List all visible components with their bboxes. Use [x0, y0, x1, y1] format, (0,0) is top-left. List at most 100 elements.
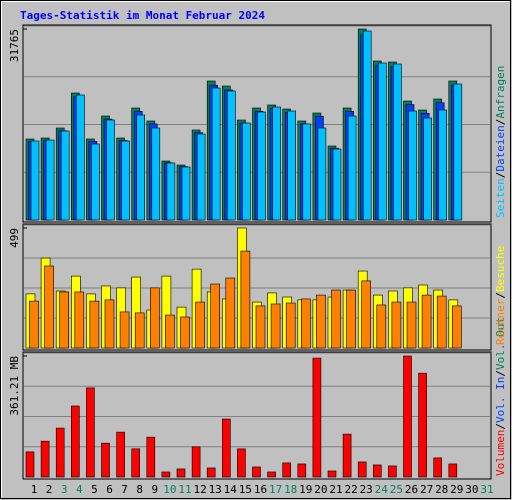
legend-entry: Dateien	[494, 125, 507, 171]
bar	[347, 115, 357, 221]
bar	[270, 303, 281, 349]
x-tick-label: 30	[465, 483, 478, 496]
bar	[116, 431, 125, 478]
bar	[302, 123, 312, 221]
legend-entry: Vol. Out	[494, 317, 507, 370]
y-tick-label: 31765	[8, 29, 21, 62]
bar	[300, 298, 311, 349]
bar	[418, 372, 427, 478]
x-tick-label: 11	[178, 483, 191, 496]
bar	[134, 312, 145, 349]
bar	[342, 433, 352, 478]
bar	[150, 287, 160, 349]
bar	[89, 300, 100, 349]
bar	[91, 143, 100, 221]
x-tick-label: 9	[151, 483, 158, 496]
legend-separator: /	[494, 119, 507, 126]
bar	[146, 436, 156, 478]
bar	[267, 471, 276, 478]
panel-frame	[22, 351, 492, 480]
bar	[101, 442, 110, 478]
bar	[436, 295, 447, 349]
bar	[181, 166, 191, 221]
bar	[106, 119, 115, 221]
x-tick-label: 23	[360, 483, 373, 496]
legend-entry: Seiten	[494, 178, 507, 218]
bar	[372, 464, 382, 478]
bar	[388, 465, 397, 478]
x-tick-label: 29	[450, 483, 463, 496]
bar	[312, 357, 322, 478]
bar	[121, 140, 130, 221]
bar	[29, 300, 39, 349]
x-tick-label: 19	[299, 483, 312, 496]
bar	[285, 302, 296, 349]
bar	[206, 467, 216, 478]
bar	[166, 162, 176, 221]
x-tick-label: 28	[435, 483, 448, 496]
bar	[451, 305, 462, 349]
bar	[433, 457, 443, 478]
x-tick-label: 20	[314, 483, 327, 496]
x-tick-label: 26	[405, 483, 418, 496]
bar	[227, 90, 236, 221]
y-tick-label: 361.21 MB	[8, 356, 21, 416]
bar	[74, 291, 85, 349]
legend-separator: /	[494, 423, 507, 430]
bar	[346, 289, 356, 349]
x-tick-label: 12	[193, 483, 206, 496]
bar	[119, 311, 130, 349]
bar	[211, 87, 221, 221]
bar	[237, 448, 246, 478]
bar	[403, 355, 412, 478]
x-tick-label: 22	[344, 483, 357, 496]
bar	[45, 139, 55, 221]
bar	[317, 127, 327, 221]
bar	[252, 466, 261, 478]
bar	[76, 94, 85, 221]
bar	[225, 277, 236, 349]
bar	[376, 304, 387, 349]
bar	[191, 446, 201, 478]
bar	[438, 109, 448, 221]
legend: Volumen/Vol. In/Vol. Out	[494, 317, 507, 476]
x-tick-label: 27	[420, 483, 433, 496]
bar	[327, 470, 337, 478]
bar	[40, 440, 50, 478]
bar	[453, 83, 463, 221]
x-tick-label: 16	[254, 483, 267, 496]
chart-title: Tages-Statistik im Monat Februar 2024	[20, 9, 265, 22]
bar	[255, 305, 266, 349]
bar	[131, 448, 140, 478]
x-tick-label: 3	[61, 483, 68, 496]
x-tick-label: 31	[480, 483, 493, 496]
x-tick-label: 17	[269, 483, 282, 496]
bar	[362, 30, 372, 221]
bar	[25, 451, 35, 478]
bar	[180, 316, 190, 349]
legend-entry: Rechner	[494, 298, 507, 345]
y-tick-label: 499	[8, 228, 21, 248]
bar	[421, 294, 432, 349]
legend-separator: /	[494, 172, 507, 179]
bar	[161, 471, 171, 478]
bar	[448, 463, 458, 478]
x-tick-label: 14	[224, 483, 238, 496]
x-tick-label: 6	[106, 483, 113, 496]
legend-entry: Besuche	[494, 246, 507, 292]
bar	[44, 265, 54, 349]
bar	[242, 122, 251, 221]
legend: Rechner/Besuche	[494, 246, 507, 345]
x-tick-label: 2	[46, 483, 53, 496]
bar	[357, 461, 367, 478]
x-tick-label: 10	[163, 483, 176, 496]
x-tick-label: 5	[91, 483, 98, 496]
bar	[391, 301, 402, 349]
legend-entry: Vol. In	[494, 377, 507, 423]
bar	[151, 127, 161, 221]
bar	[222, 418, 231, 478]
x-tick-label: 25	[390, 483, 403, 496]
bar	[176, 468, 186, 478]
x-tick-label: 1	[31, 483, 38, 496]
